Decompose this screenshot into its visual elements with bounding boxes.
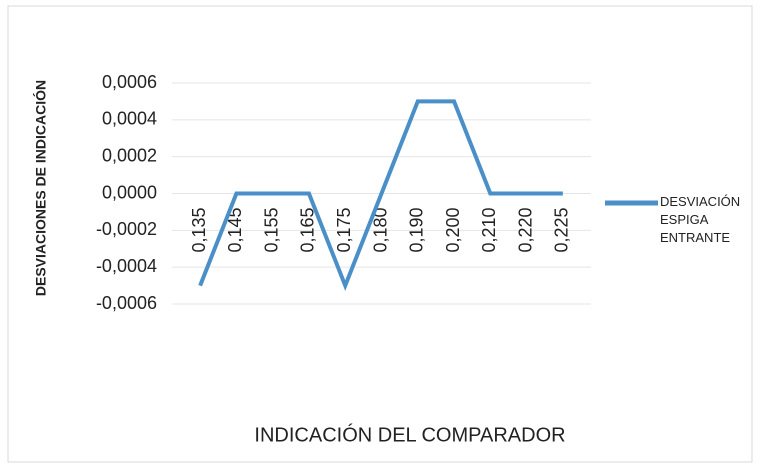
y-tick-label: 0,0004 <box>102 109 157 129</box>
x-tick-label: 0,200 <box>443 208 463 253</box>
y-tick-label: 0,0002 <box>102 145 157 165</box>
x-tick-label: 0,165 <box>298 208 318 253</box>
x-tick-label: 0,190 <box>407 208 427 253</box>
x-tick-label: 0,175 <box>334 208 354 253</box>
y-tick-label: -0,0004 <box>96 256 157 276</box>
x-tick-label: 0,210 <box>479 208 499 253</box>
x-tick-label: 0,225 <box>552 208 572 253</box>
series-line <box>198 99 563 292</box>
y-axis-title: DESVIACIONES DE INDICACIÓN <box>32 80 49 296</box>
x-tick-label: 0,180 <box>370 208 390 253</box>
chart-border <box>7 5 753 463</box>
y-tick-label: 0,0000 <box>102 182 157 202</box>
y-tick-label: -0,0002 <box>96 219 157 239</box>
y-tick-label: -0,0006 <box>96 293 157 313</box>
y-tick-label: 0,0006 <box>102 72 157 92</box>
x-tick-label: 0,145 <box>225 208 245 253</box>
x-tick-label: 0,220 <box>515 208 535 253</box>
x-tick-label: 0,155 <box>261 208 281 253</box>
x-tick-label: 0,135 <box>189 208 209 253</box>
x-axis-title: INDICACIÓN DEL COMPARADOR <box>254 423 565 446</box>
legend-label: DESVIACIÓN ESPIGA ENTRANTE <box>660 194 741 245</box>
